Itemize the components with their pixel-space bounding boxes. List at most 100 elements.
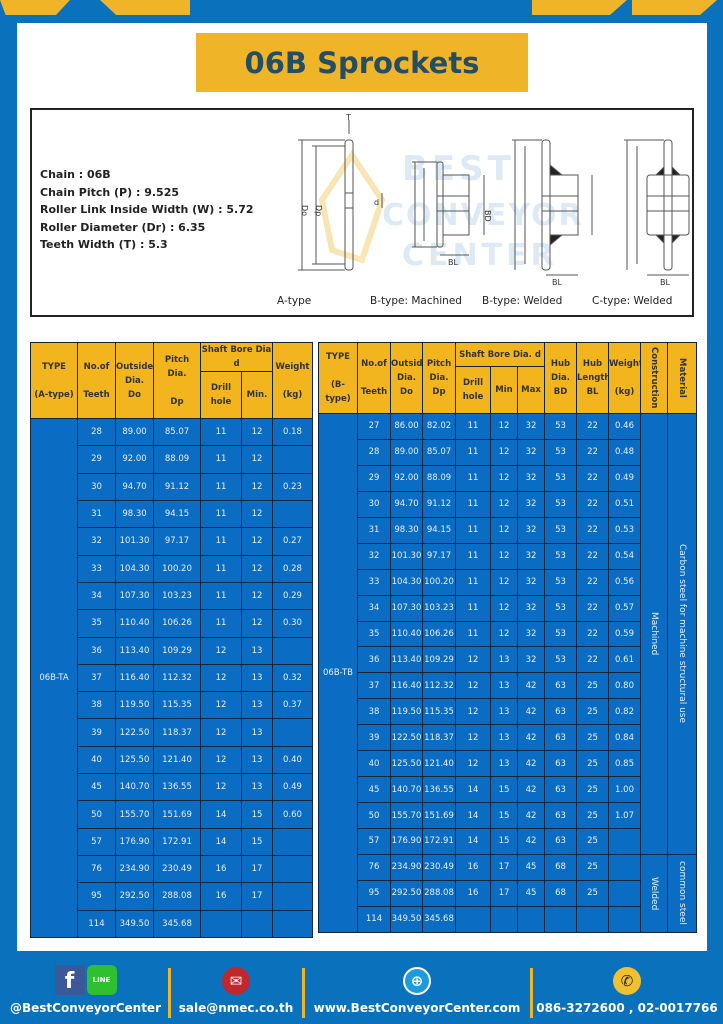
drill-hole-cell: 11 [200, 472, 242, 501]
phone-link[interactable]: ✆ 086-3272600 , 02-0017766 [534, 960, 720, 1024]
weight-cell: 0.53 [608, 516, 642, 544]
table-row: 06B-TA 28 89.00 85.07 11 12 0.18 [30, 417, 313, 938]
weight-cell: 0.40 [272, 745, 313, 775]
type-cell: 06B-TA [30, 418, 78, 938]
material-carbon-steel: Carbon steel for machine structural use [667, 413, 698, 855]
hub-length-cell [576, 905, 610, 933]
drill-hole-cell: 11 [455, 438, 491, 466]
outside-dia-cell: 89.00 [390, 438, 423, 466]
svg-text:CONVEYOR: CONVEYOR [382, 198, 584, 233]
hub-dia-cell: 63 [544, 802, 578, 829]
teeth-cell: 33 [77, 554, 116, 583]
weight-cell: 0.61 [608, 646, 642, 674]
label-dp: Dp [314, 205, 323, 216]
table-row: 95 292.50 288.08 16 17 45 68 25 [319, 879, 697, 907]
header-max: Max [516, 366, 546, 414]
hub-dia-cell: 53 [544, 413, 578, 440]
min-bore-cell: 13 [241, 773, 273, 802]
table-row: 38 119.50 115.35 12 13 42 63 25 0.82 [319, 698, 697, 726]
divider [302, 968, 305, 1018]
divider [168, 968, 171, 1018]
hub-length-cell: 25 [576, 776, 610, 804]
header-weight: Weight (kg) [608, 342, 642, 414]
max-bore-cell: 32 [516, 620, 546, 648]
hub-dia-cell: 68 [544, 879, 578, 907]
outside-dia-cell: 140.70 [390, 776, 423, 804]
min-bore-cell: 15 [490, 776, 518, 804]
weight-cell: 0.84 [608, 724, 642, 752]
outside-dia-cell: 140.70 [115, 773, 154, 802]
table-row: 36 113.40 109.29 12 13 32 53 22 0.61 [319, 646, 697, 674]
drill-hole-cell: 12 [200, 773, 242, 802]
min-bore-cell: 17 [241, 882, 273, 911]
min-bore-cell: 12 [241, 609, 273, 638]
construction-welded: Welded [640, 853, 669, 933]
drill-hole-cell [200, 909, 242, 938]
outside-dia-cell: 94.70 [115, 472, 154, 501]
type-cell: 06B-TB [318, 413, 358, 933]
table-row: 34 107.30 103.23 11 12 32 53 22 0.57 [319, 594, 697, 622]
outside-dia-cell: 176.90 [390, 828, 423, 855]
teeth-cell: 30 [77, 472, 116, 501]
drill-hole-cell: 11 [455, 594, 491, 622]
table-row: 31 98.30 94.15 11 12 32 53 22 0.53 [319, 516, 697, 544]
weight-cell: 0.23 [272, 472, 313, 501]
header-material: Material [667, 342, 698, 414]
weight-cell [608, 828, 642, 855]
pitch-dia-cell: 109.29 [422, 646, 456, 674]
drill-hole-cell: 14 [455, 802, 491, 829]
weight-cell [272, 499, 313, 529]
drill-hole-cell: 11 [455, 568, 491, 596]
teeth-cell: 35 [77, 609, 116, 638]
min-bore-cell: 12 [490, 464, 518, 492]
outside-dia-cell: 104.30 [390, 568, 423, 596]
header-drill-hole: Drill hole [455, 366, 491, 414]
chain-specs: Chain : 06B Chain Pitch (P) : 9.525 Roll… [40, 166, 254, 254]
facebook-icon[interactable]: f [54, 965, 85, 995]
hub-length-cell: 22 [576, 516, 610, 544]
label-t: T [345, 113, 351, 122]
min-bore-cell: 12 [490, 516, 518, 544]
pitch-dia-cell: 106.26 [153, 609, 201, 638]
weight-cell: 0.82 [608, 698, 642, 726]
outside-dia-cell: 234.90 [115, 854, 154, 884]
hub-dia-cell: 63 [544, 750, 578, 778]
label-d: d [374, 198, 379, 207]
pitch-dia-cell: 85.07 [422, 438, 456, 466]
weight-cell: 0.48 [608, 438, 642, 466]
drill-hole-cell: 12 [455, 646, 491, 674]
max-bore-cell: 42 [516, 698, 546, 726]
outside-dia-cell: 89.00 [115, 417, 154, 447]
hub-length-cell: 22 [576, 646, 610, 674]
social-link[interactable]: f LINE @BestConveyorCenter [8, 960, 163, 1024]
pitch-dia-cell: 345.68 [153, 909, 201, 938]
hub-length-cell: 25 [576, 828, 610, 855]
drill-hole-cell: 12 [200, 745, 242, 775]
weight-cell [272, 445, 313, 474]
table-row: 40 125.50 121.40 12 13 42 63 25 0.85 [319, 750, 697, 778]
drill-hole-cell: 11 [455, 620, 491, 648]
outside-dia-cell: 234.90 [390, 853, 423, 881]
hub-dia-cell: 53 [544, 620, 578, 648]
line-icon[interactable]: LINE [86, 965, 117, 995]
decor-stripe [532, 0, 627, 15]
teeth-cell: 32 [77, 527, 116, 556]
email-link[interactable]: ✉ sale@nmec.co.th [172, 960, 300, 1024]
outside-dia-cell: 349.50 [390, 905, 423, 933]
min-bore-cell: 13 [241, 663, 273, 693]
website-link[interactable]: ⊕ www.BestConveyorCenter.com [306, 960, 528, 1024]
max-bore-cell: 32 [516, 594, 546, 622]
outside-dia-cell: 176.90 [115, 827, 154, 857]
table-row: 31 98.30 94.15 11 12 [31, 499, 313, 529]
max-bore-cell: 32 [516, 516, 546, 544]
pitch-dia-cell: 121.40 [153, 745, 201, 775]
pitch-dia-cell: 94.15 [153, 499, 201, 529]
weight-cell [272, 882, 313, 911]
table-row: 57 176.90 172.91 14 15 42 63 25 [319, 828, 697, 855]
teeth-cell: 27 [357, 413, 391, 440]
outside-dia-cell: 155.70 [115, 800, 154, 829]
drill-hole-cell: 16 [455, 879, 491, 907]
header-construction: Construction [640, 342, 669, 414]
outside-dia-cell: 116.40 [390, 672, 423, 700]
decor-stripe [100, 0, 190, 15]
